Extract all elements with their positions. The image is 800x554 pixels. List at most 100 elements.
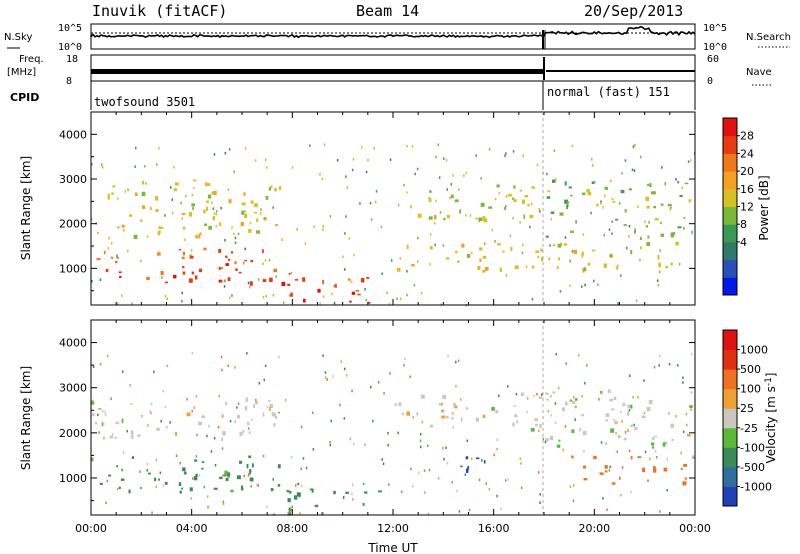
data-speckle — [420, 291, 423, 295]
data-cell — [277, 411, 281, 414]
data-cell — [663, 441, 668, 445]
data-cell — [255, 401, 258, 405]
data-speckle — [442, 447, 444, 450]
data-cell — [648, 399, 653, 405]
data-cell — [133, 234, 138, 239]
data-speckle — [628, 225, 631, 228]
power-colorbar-label: Power [dB] — [757, 175, 771, 240]
data-cell — [278, 484, 281, 486]
colorbar-swatch — [723, 408, 737, 429]
data-cell — [222, 431, 226, 436]
data-speckle — [682, 381, 684, 384]
data-speckle — [101, 163, 103, 166]
data-cell — [206, 200, 210, 203]
data-speckle — [458, 510, 461, 513]
data-cell — [614, 421, 618, 425]
data-speckle — [531, 298, 534, 301]
data-cell — [477, 265, 481, 270]
data-cell — [482, 255, 487, 259]
data-cell — [467, 466, 470, 470]
data-cell — [628, 188, 632, 191]
data-cell — [604, 465, 608, 469]
data-speckle — [272, 294, 275, 297]
data-cell — [669, 207, 672, 209]
data-speckle — [122, 370, 124, 373]
data-speckle — [365, 299, 368, 302]
data-speckle — [319, 173, 321, 176]
data-cell — [91, 457, 94, 462]
data-speckle — [515, 392, 518, 396]
colorbar-tick-label: 25 — [740, 402, 754, 415]
data-cell — [364, 491, 368, 494]
data-cell — [647, 184, 649, 186]
data-cell — [262, 249, 264, 254]
data-cell — [288, 273, 291, 275]
data-cell — [193, 406, 196, 410]
data-speckle — [687, 160, 690, 163]
data-speckle — [369, 201, 372, 205]
data-cell — [645, 225, 648, 228]
data-cell — [275, 224, 278, 227]
data-cell — [181, 487, 184, 490]
data-cell — [670, 233, 674, 238]
data-speckle — [224, 151, 227, 155]
data-cell — [128, 489, 131, 494]
data-cell — [646, 407, 651, 412]
data-cell — [141, 180, 145, 185]
data-speckle — [413, 283, 416, 287]
data-speckle — [121, 294, 123, 297]
data-speckle — [529, 225, 531, 229]
data-cell — [248, 472, 251, 475]
data-speckle — [455, 360, 457, 364]
data-cell — [105, 268, 109, 273]
data-cell — [108, 474, 111, 477]
data-speckle — [460, 398, 462, 401]
data-speckle — [435, 155, 437, 159]
data-speckle — [300, 484, 303, 488]
data-speckle — [110, 397, 112, 400]
data-speckle — [505, 152, 507, 155]
data-cell — [652, 436, 655, 440]
data-speckle — [146, 469, 149, 472]
data-cell — [198, 234, 201, 239]
data-cell — [545, 438, 549, 442]
data-cell — [535, 423, 538, 427]
data-cell — [609, 398, 614, 402]
power-frame — [90, 111, 696, 306]
data-cell — [273, 268, 277, 273]
data-cell — [274, 188, 277, 192]
data-cell — [683, 217, 686, 219]
data-cell — [262, 279, 267, 283]
data-speckle — [374, 200, 377, 204]
data-cell — [451, 417, 454, 420]
power-colorbar: 28 24 20 16 12 8 4 — [722, 117, 754, 296]
data-cell — [533, 395, 536, 397]
data-speckle — [106, 479, 109, 483]
data-cell — [213, 190, 217, 196]
data-cell — [529, 214, 534, 219]
colorbar-tick-label: 1000 — [740, 344, 768, 357]
data-speckle — [116, 254, 118, 258]
data-cell — [97, 231, 99, 234]
data-cell — [193, 187, 195, 189]
data-cell — [616, 266, 619, 270]
data-cell — [251, 418, 253, 421]
data-cell — [116, 465, 119, 468]
data-cell — [248, 431, 251, 434]
data-cell — [234, 420, 236, 424]
data-cell — [612, 200, 616, 203]
data-cell — [654, 218, 659, 221]
data-speckle — [170, 186, 172, 189]
data-speckle — [179, 462, 181, 465]
data-cell — [441, 415, 445, 419]
freq-tick-bottom: 8 — [66, 76, 72, 87]
data-speckle — [309, 144, 311, 147]
data-speckle — [666, 458, 668, 461]
data-cell — [687, 434, 691, 437]
data-speckle — [227, 188, 230, 191]
data-speckle — [206, 434, 208, 438]
data-speckle — [131, 302, 133, 305]
data-cell — [249, 477, 254, 482]
data-speckle — [525, 265, 528, 269]
data-cell — [646, 242, 651, 247]
